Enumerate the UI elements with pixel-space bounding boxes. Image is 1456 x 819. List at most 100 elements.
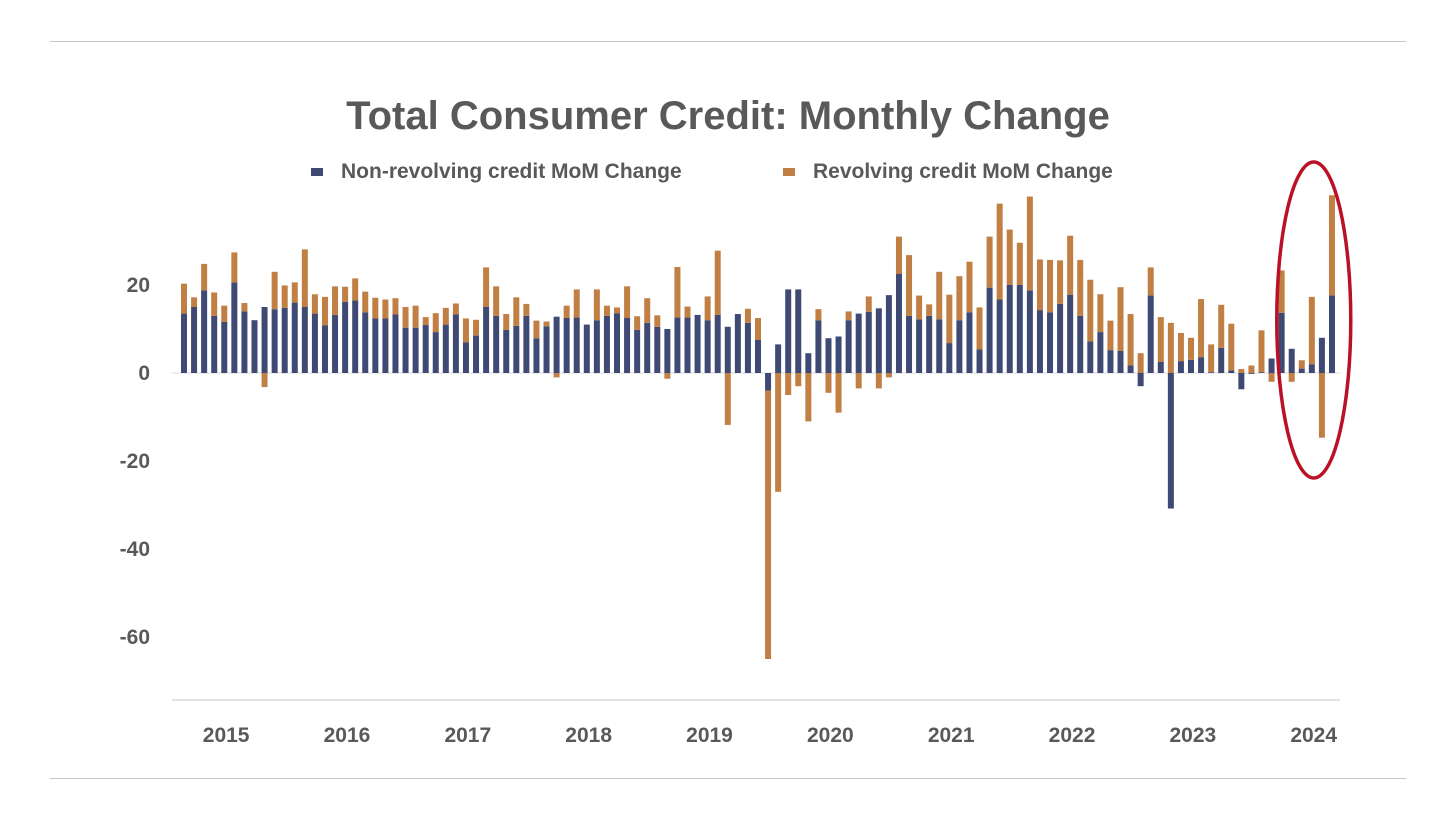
bar-revolving (976, 307, 983, 350)
bar-revolving (241, 303, 248, 312)
bar-revolving (1006, 229, 1013, 285)
bar-revolving (1328, 195, 1335, 296)
bar-revolving (916, 295, 923, 320)
bar-non-revolving (825, 338, 832, 373)
bar-revolving (1107, 320, 1114, 351)
bar-revolving (563, 305, 570, 318)
bar-revolving (714, 250, 721, 315)
bar-revolving (946, 294, 953, 344)
top-divider (50, 41, 1406, 42)
bar-non-revolving (583, 324, 590, 373)
bar-revolving (1137, 353, 1144, 373)
legend-swatch-revolving (783, 168, 795, 176)
bar-non-revolving (1087, 341, 1094, 373)
bar-non-revolving (956, 320, 963, 373)
bar-revolving (442, 307, 449, 325)
bar-non-revolving (775, 344, 782, 373)
bar-revolving (201, 263, 208, 291)
bar-revolving (644, 298, 651, 323)
bar-non-revolving (593, 320, 600, 373)
bar-revolving (1097, 294, 1104, 333)
bar-non-revolving (754, 340, 761, 373)
bar-non-revolving (936, 319, 943, 373)
bar-revolving (906, 255, 913, 316)
bar-revolving (462, 318, 469, 343)
bar-non-revolving (432, 332, 439, 373)
bar-non-revolving (483, 307, 490, 373)
bar-revolving (674, 266, 681, 318)
bar-revolving (875, 373, 882, 389)
bar-non-revolving (342, 301, 349, 373)
bar-revolving (1057, 260, 1064, 304)
bar-revolving (614, 307, 621, 314)
bar-non-revolving (664, 329, 671, 373)
bar-non-revolving (684, 317, 691, 373)
legend-item-non-revolving: Non-revolving credit MoM Change (311, 160, 682, 184)
bar-non-revolving (1298, 368, 1305, 373)
bar-non-revolving (1057, 303, 1064, 373)
bar-revolving (261, 373, 268, 388)
bar-revolving (986, 236, 993, 288)
bar-revolving (483, 267, 490, 307)
bar-revolving (936, 271, 943, 320)
bar-non-revolving (744, 322, 751, 373)
bar-non-revolving (311, 313, 318, 373)
bar-non-revolving (231, 282, 238, 373)
y-tick-label: 20 (127, 274, 150, 297)
bar-revolving (211, 292, 218, 316)
bar-revolving (281, 285, 288, 308)
bar-revolving (1087, 279, 1094, 342)
bar-non-revolving (181, 313, 187, 373)
bar-revolving (724, 373, 731, 425)
bar-revolving (513, 297, 520, 326)
bar-revolving (523, 303, 530, 316)
y-tick-label: 0 (138, 362, 150, 385)
bar-non-revolving (1218, 347, 1225, 373)
bar-non-revolving (795, 289, 802, 373)
bar-revolving (744, 308, 751, 323)
bar-non-revolving (543, 326, 550, 373)
bar-revolving (362, 291, 369, 313)
bar-non-revolving (704, 320, 711, 373)
bar-non-revolving (1167, 373, 1174, 509)
bar-revolving (624, 286, 631, 318)
bar-non-revolving (1097, 332, 1104, 373)
bar-non-revolving (513, 325, 520, 373)
bar-non-revolving (634, 329, 641, 373)
bar-revolving (996, 203, 1003, 300)
bar-revolving (593, 289, 600, 321)
bar-revolving (1067, 235, 1074, 295)
bar-non-revolving (1308, 364, 1315, 373)
bar-non-revolving (1278, 312, 1285, 373)
bar-revolving (1308, 296, 1315, 365)
bar-non-revolving (1258, 372, 1265, 373)
bar-non-revolving (815, 320, 822, 373)
bar-revolving (311, 294, 318, 314)
x-tick-label: 2015 (203, 724, 250, 747)
bar-non-revolving (362, 312, 369, 373)
bar-revolving (342, 286, 349, 302)
bar-revolving (1288, 373, 1295, 382)
bar-revolving (1127, 314, 1134, 366)
bar-non-revolving (1328, 295, 1335, 373)
bar-non-revolving (452, 314, 459, 373)
bar-revolving (493, 286, 500, 316)
bar-non-revolving (1026, 290, 1033, 373)
bar-revolving (181, 283, 187, 314)
bar-non-revolving (392, 314, 399, 373)
chart-title: Total Consumer Credit: Monthly Change (346, 94, 1110, 138)
bar-revolving (392, 298, 399, 315)
bar-revolving (352, 278, 359, 301)
bar-revolving (1298, 360, 1305, 369)
bar-revolving (452, 303, 459, 315)
bar-revolving (654, 315, 661, 327)
bar-revolving (1036, 259, 1043, 311)
bar-revolving (402, 307, 409, 328)
bar-non-revolving (503, 329, 510, 373)
x-tick-label: 2021 (928, 724, 975, 747)
bar-non-revolving (201, 290, 208, 373)
bar-non-revolving (321, 325, 328, 373)
bar-revolving (966, 261, 973, 313)
bar-non-revolving (402, 327, 409, 373)
bar-revolving (664, 373, 671, 379)
